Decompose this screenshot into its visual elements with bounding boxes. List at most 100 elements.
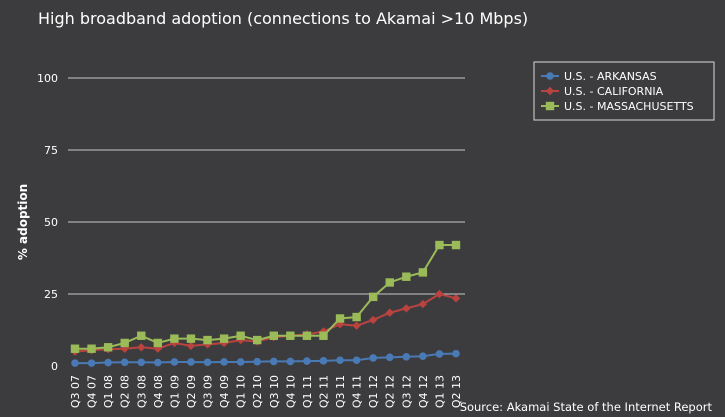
data-point xyxy=(352,321,361,330)
data-point xyxy=(336,356,344,365)
data-point xyxy=(220,358,228,366)
x-tick-label: Q1 08 xyxy=(102,375,115,408)
data-point xyxy=(103,343,113,352)
legend-marker xyxy=(545,101,555,111)
grid-layer: 0 25 50 75 100 xyxy=(37,72,465,373)
data-point xyxy=(104,358,112,367)
legend-label: U.S. - ARKANSAS xyxy=(564,70,657,83)
data-point xyxy=(385,278,394,287)
data-point xyxy=(236,358,245,366)
x-tick-label: Q1 12 xyxy=(367,375,380,408)
data-point xyxy=(368,315,378,325)
data-point xyxy=(335,314,345,323)
series-layer xyxy=(70,240,461,367)
series-line xyxy=(75,352,457,365)
data-point xyxy=(302,331,312,340)
data-point xyxy=(418,299,428,309)
x-tick-label: Q3 07 xyxy=(69,375,82,408)
legend-box xyxy=(533,61,715,121)
x-tick-label: Q3 08 xyxy=(135,375,148,408)
data-point xyxy=(419,352,427,361)
data-point xyxy=(435,240,444,250)
legend-marker xyxy=(545,86,555,96)
x-tick-label: Q4 11 xyxy=(351,375,364,408)
data-point xyxy=(402,304,411,313)
chart-title: High broadband adoption (connections to … xyxy=(38,9,528,28)
data-point xyxy=(170,334,179,343)
data-point xyxy=(452,349,460,358)
data-point xyxy=(369,354,377,362)
x-tick-label: Q4 07 xyxy=(86,375,99,408)
data-point xyxy=(137,331,146,340)
data-point xyxy=(153,338,163,348)
data-point xyxy=(219,334,229,343)
x-tick-label: Q4 09 xyxy=(218,375,231,408)
y-tick-label: 0 xyxy=(51,360,58,373)
series-u-s-arkansas xyxy=(71,349,460,367)
data-point xyxy=(203,358,212,367)
data-point xyxy=(187,358,195,366)
legend-label: U.S. - MASSACHUSETTS xyxy=(564,100,694,113)
series-u-s-california xyxy=(70,289,461,356)
x-tick-label: Q4 12 xyxy=(417,375,430,408)
data-point xyxy=(154,358,162,367)
data-point xyxy=(269,357,278,366)
series-u-s-massachusetts xyxy=(70,240,461,353)
x-tick-label: Q1 09 xyxy=(168,375,181,408)
x-tick-label: Q2 09 xyxy=(185,375,198,408)
data-point xyxy=(70,344,80,353)
x-tick-label: Q1 11 xyxy=(301,375,314,408)
x-tick-label: Q2 12 xyxy=(384,375,397,408)
data-point xyxy=(435,350,444,358)
series-line xyxy=(74,292,457,353)
data-point xyxy=(303,357,311,365)
x-tick-label: Q3 10 xyxy=(268,375,281,408)
source-note: Source: Akamai State of the Internet Rep… xyxy=(460,400,713,414)
data-point xyxy=(137,358,146,367)
legend-label: U.S. - CALIFORNIA xyxy=(564,85,664,98)
data-point xyxy=(418,268,428,277)
data-point xyxy=(286,357,295,366)
x-tick-label: Q1 10 xyxy=(235,375,248,408)
legend-marker xyxy=(546,72,554,80)
data-point xyxy=(186,341,196,351)
x-tick-label: Q2 10 xyxy=(251,375,264,408)
y-tick-label: 100 xyxy=(37,72,58,85)
x-tick-label: Q3 09 xyxy=(202,375,215,408)
data-point xyxy=(269,331,278,340)
data-point xyxy=(120,338,129,348)
data-point xyxy=(402,272,411,281)
data-point xyxy=(352,356,361,365)
y-tick-label: 50 xyxy=(44,216,58,229)
data-point xyxy=(253,357,262,366)
x-tick-label: Q3 12 xyxy=(400,375,413,408)
x-tick-label: Q4 10 xyxy=(284,375,297,408)
y-axis-label: % adoption xyxy=(16,184,30,260)
x-tick-label: Q3 11 xyxy=(334,375,347,408)
data-point xyxy=(451,240,461,250)
data-point xyxy=(402,352,411,361)
data-point xyxy=(137,343,146,352)
data-point xyxy=(286,331,295,340)
data-point xyxy=(368,292,378,302)
data-point xyxy=(435,289,444,299)
x-tick-label: Q2 11 xyxy=(317,375,330,408)
data-point xyxy=(203,335,212,345)
data-point xyxy=(319,331,328,340)
x-tick-layer: Q3 07 Q4 07 Q1 08 Q2 08 Q3 08 Q4 08 Q1 09 Q2 09… xyxy=(69,375,463,408)
data-point xyxy=(170,358,179,366)
data-point xyxy=(71,359,79,367)
x-tick-label: Q1 13 xyxy=(433,375,446,408)
data-point xyxy=(253,335,262,345)
data-point xyxy=(87,344,96,353)
x-tick-label: Q4 08 xyxy=(152,375,165,408)
data-point xyxy=(236,331,245,340)
y-tick-label: 75 xyxy=(44,144,58,157)
series-line xyxy=(75,244,456,350)
data-point xyxy=(186,334,196,343)
x-tick-label: Q2 13 xyxy=(450,375,463,408)
data-point xyxy=(385,308,394,317)
data-point xyxy=(451,294,461,303)
